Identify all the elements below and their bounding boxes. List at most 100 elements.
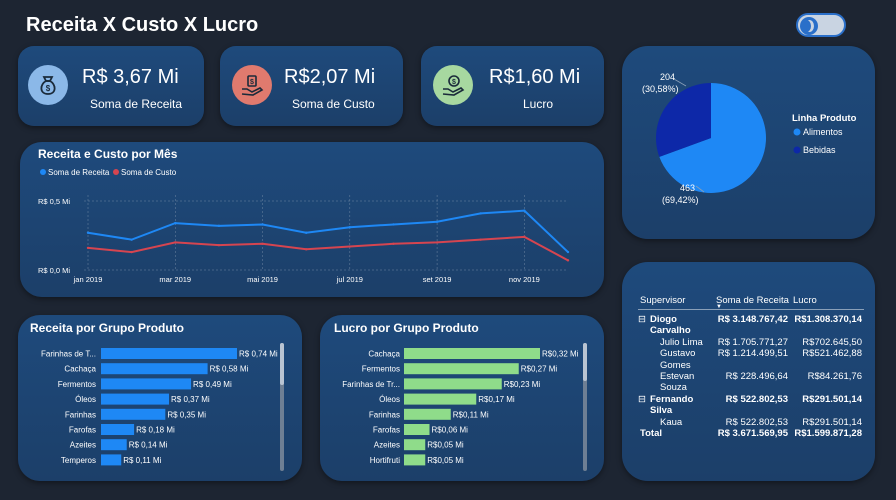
line-point[interactable] xyxy=(174,241,177,244)
theme-toggle[interactable] xyxy=(796,13,846,37)
legend-swatch-alimentos xyxy=(793,128,801,136)
supervisor-table: Supervisor Soma de Receita Lucro ▼ ⊟ Diog… xyxy=(638,293,864,439)
table-row[interactable]: Carvalho xyxy=(638,325,864,336)
pie-legend-title: Linha Produto xyxy=(792,113,857,124)
cell-lucro: R$291.501,14 xyxy=(802,393,862,405)
table-row[interactable]: Estevan R$ 228.496,64 R$84.261,76 xyxy=(638,371,864,382)
cell-supervisor: Souza xyxy=(660,382,687,394)
table-card xyxy=(622,262,875,481)
legend-swatch-custo xyxy=(113,169,119,175)
bar-category-label: Óleos xyxy=(379,395,400,404)
bar-category-label: Fermentos xyxy=(58,380,96,389)
line-point[interactable] xyxy=(217,224,221,228)
scrollbar-thumb[interactable] xyxy=(280,343,284,385)
line-point[interactable] xyxy=(392,223,395,226)
cell-supervisor: Gomes xyxy=(660,359,691,371)
bar-value-label: R$ 0,58 Mi xyxy=(210,365,249,374)
bar[interactable] xyxy=(101,424,135,435)
receita-bar-title: Receita por Grupo Produto xyxy=(30,321,185,335)
cell-supervisor: Carvalho xyxy=(650,325,691,337)
line-point[interactable] xyxy=(86,246,90,250)
bar[interactable] xyxy=(404,363,519,375)
pie-slice-bebidas[interactable] xyxy=(656,83,711,157)
bar[interactable] xyxy=(101,439,127,451)
pie-label-bebidas: 204 xyxy=(660,72,675,82)
line-point[interactable] xyxy=(174,221,177,225)
table-row[interactable]: Gustavo R$ 1.214.499,51 R$521.462,88 xyxy=(638,348,864,359)
bar[interactable] xyxy=(101,378,192,390)
line-point[interactable] xyxy=(130,238,133,241)
table-row[interactable]: Silva xyxy=(638,405,864,416)
legend-swatch-bebidas xyxy=(793,146,801,154)
line-point[interactable] xyxy=(566,259,570,262)
table-row[interactable]: ⊟ Diogo R$ 3.148.767,42 R$1.308.370,14 xyxy=(638,314,864,325)
bar[interactable] xyxy=(404,424,430,435)
line-series-receita[interactable] xyxy=(87,209,569,253)
svg-text:$: $ xyxy=(250,79,254,86)
scrollbar-thumb[interactable] xyxy=(583,343,587,381)
cell-supervisor: Kaua xyxy=(660,416,683,428)
line-point[interactable] xyxy=(523,235,526,239)
line-point[interactable] xyxy=(217,243,221,247)
header-lucro[interactable]: Lucro xyxy=(793,295,817,306)
line-point[interactable] xyxy=(392,242,395,245)
scrollbar[interactable] xyxy=(583,343,587,471)
bar-category-label: Azeites xyxy=(70,441,96,450)
bar-value-label: R$ 0,49 Mi xyxy=(193,380,232,389)
bar-category-label: Farofas xyxy=(373,426,400,435)
bar[interactable] xyxy=(404,378,502,390)
bar-value-label: R$0,05 Mi xyxy=(427,456,464,465)
bar[interactable] xyxy=(101,393,169,405)
bar-value-label: R$ 0,11 Mi xyxy=(123,456,161,465)
collapse-icon[interactable]: ⊟ xyxy=(638,314,646,325)
line-point[interactable] xyxy=(348,245,352,248)
bar[interactable] xyxy=(101,348,237,359)
bar[interactable] xyxy=(101,363,208,375)
x-tick-label: set 2019 xyxy=(423,275,452,284)
table-row[interactable]: Souza xyxy=(638,382,864,393)
bar-category-label: Fermentos xyxy=(362,365,400,374)
header-receita[interactable]: Soma de Receita xyxy=(716,295,789,306)
lucro-bar-card: Lucro por Grupo Produto Cachaça R$0,32 Mi… xyxy=(320,315,604,481)
bar[interactable] xyxy=(404,348,540,359)
table-row[interactable]: Julio Lima R$ 1.705.771,27 R$702.645,50 xyxy=(638,337,864,348)
line-point[interactable] xyxy=(435,220,439,223)
line-point[interactable] xyxy=(566,250,570,254)
line-point[interactable] xyxy=(261,242,264,245)
line-point[interactable] xyxy=(304,231,308,234)
bar[interactable] xyxy=(101,454,122,466)
table-row[interactable]: Gomes xyxy=(638,360,864,371)
bar-value-label: R$ 0,35 Mi xyxy=(167,410,206,419)
x-tick-label: jul 2019 xyxy=(336,275,363,284)
pie-label-alimentos: 463 xyxy=(680,183,695,193)
line-point[interactable] xyxy=(261,223,264,226)
line-point[interactable] xyxy=(523,209,526,212)
table-row[interactable]: ⊟ Fernando R$ 522.802,53 R$291.501,14 xyxy=(638,394,864,405)
collapse-icon[interactable]: ⊟ xyxy=(638,393,646,405)
bar[interactable] xyxy=(404,393,477,405)
bar[interactable] xyxy=(101,408,166,420)
bar[interactable] xyxy=(404,454,426,466)
line-point[interactable] xyxy=(479,212,482,215)
kpi-value: R$2,07 Mi xyxy=(284,66,376,88)
bar-value-label: R$0,06 Mi xyxy=(432,426,469,435)
pie-slice-alimentos[interactable] xyxy=(659,83,766,194)
line-point[interactable] xyxy=(435,241,439,244)
cell-supervisor: Julio Lima xyxy=(660,336,703,348)
kpi-label: Lucro xyxy=(523,97,554,111)
line-point[interactable] xyxy=(86,231,90,234)
table-row[interactable]: Total R$ 3.671.569,95 R$1.599.871,28 xyxy=(638,428,864,439)
cell-receita: R$ 228.496,64 xyxy=(725,370,788,382)
bar[interactable] xyxy=(404,439,426,451)
bar-value-label: R$ 0,14 Mi xyxy=(129,441,168,450)
line-point[interactable] xyxy=(304,248,308,251)
scrollbar[interactable] xyxy=(280,343,284,471)
line-point[interactable] xyxy=(348,226,352,229)
line-series-custo[interactable] xyxy=(87,235,569,262)
line-point[interactable] xyxy=(130,250,133,254)
line-point[interactable] xyxy=(479,238,482,241)
bar[interactable] xyxy=(404,408,451,420)
header-supervisor[interactable]: Supervisor xyxy=(640,295,686,306)
table-row[interactable]: Kaua R$ 522.802,53 R$291.501,14 xyxy=(638,417,864,428)
legend-label-bebidas: Bebidas xyxy=(803,145,836,155)
